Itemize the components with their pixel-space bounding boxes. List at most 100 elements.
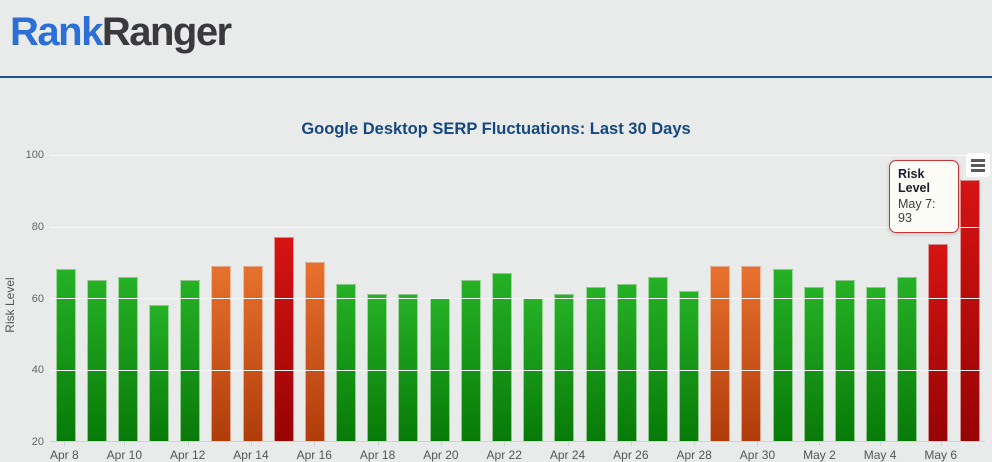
x-slot: Apr 18 [360, 442, 395, 462]
x-slot [712, 443, 740, 462]
risk-bar-apr-15[interactable] [273, 237, 294, 441]
risk-bar-apr-22[interactable] [491, 272, 512, 441]
x-slot: Apr 20 [423, 442, 459, 462]
bar-slot [829, 155, 860, 441]
x-slot: Apr 24 [550, 442, 585, 462]
x-slot: Apr 16 [296, 442, 332, 462]
bar-slot [50, 155, 81, 441]
bar-slot [299, 155, 330, 441]
x-axis-tick [757, 442, 759, 446]
bar-slot [81, 155, 112, 441]
x-slot: Apr 10 [106, 442, 142, 462]
x-slot: Apr 22 [487, 442, 522, 462]
x-axis-tick [819, 442, 821, 446]
x-tick-label: May 4 [863, 448, 897, 462]
x-axis-tick [64, 442, 66, 446]
risk-bar-apr-10[interactable] [117, 276, 138, 441]
risk-bar-apr-19[interactable] [398, 294, 419, 441]
risk-bar-apr-13[interactable] [211, 265, 232, 441]
x-slot: May 4 [863, 442, 897, 462]
x-slot [585, 443, 613, 462]
risk-bar-apr-24[interactable] [554, 294, 575, 441]
risk-bar-may-2[interactable] [803, 287, 824, 441]
y-tick-label: 20 [31, 436, 44, 448]
risk-bar-may-1[interactable] [772, 269, 793, 441]
risk-bar-apr-12[interactable] [180, 280, 201, 441]
gridline [50, 369, 985, 371]
x-slot [896, 443, 924, 462]
rankranger-logo[interactable]: RankRanger [10, 10, 232, 54]
x-axis-tick [440, 442, 442, 446]
bar-slot [393, 155, 424, 441]
risk-bar-may-7[interactable] [959, 180, 980, 441]
risk-bar-apr-9[interactable] [86, 280, 107, 441]
risk-bar-apr-8[interactable] [55, 269, 76, 441]
bar-slot [611, 155, 642, 441]
risk-bar-may-4[interactable] [866, 287, 887, 441]
x-slot [522, 443, 550, 462]
x-tick-label: Apr 30 [739, 448, 776, 462]
bar-slot [206, 155, 237, 441]
risk-bar-apr-21[interactable] [460, 280, 481, 441]
bar-slot [892, 155, 923, 441]
x-slot [269, 443, 297, 462]
risk-bar-apr-17[interactable] [336, 283, 357, 441]
risk-bar-apr-26[interactable] [616, 283, 637, 441]
bar-slot [486, 155, 517, 441]
x-slot: Apr 28 [676, 442, 712, 462]
y-axis-tick-labels: 100 80 60 40 20 [0, 149, 44, 448]
risk-bar-may-3[interactable] [834, 280, 855, 441]
app-header: RankRanger [0, 0, 992, 78]
bar-slot [144, 155, 175, 441]
bar-slot [549, 155, 580, 441]
x-tick-label: Apr 26 [613, 448, 649, 462]
x-axis-tick [314, 442, 316, 446]
risk-bar-apr-29[interactable] [710, 265, 731, 441]
bar-slot [923, 155, 954, 441]
risk-bar-apr-28[interactable] [679, 290, 700, 441]
x-slot [649, 443, 677, 462]
x-slot [205, 443, 233, 462]
x-axis-tick [940, 442, 942, 446]
bar-slot [798, 155, 829, 441]
risk-bar-apr-11[interactable] [149, 305, 170, 441]
risk-bar-apr-27[interactable] [647, 276, 668, 441]
x-tick-label: Apr 12 [169, 448, 206, 462]
x-axis-tick [694, 442, 696, 446]
x-axis-tick [250, 442, 252, 446]
x-slot: Apr 26 [613, 442, 649, 462]
bar-slot [642, 155, 673, 441]
x-slot [775, 443, 803, 462]
x-slot [142, 443, 170, 462]
logo-text-ranger: Ranger [101, 10, 232, 54]
bar-slot [112, 155, 143, 441]
risk-bar-apr-30[interactable] [741, 265, 762, 441]
logo-text-rank: Rank [10, 10, 103, 54]
y-tick-label: 60 [31, 292, 44, 305]
x-tick-label: Apr 28 [676, 448, 712, 462]
bar-slot [673, 155, 704, 441]
risk-bar-may-5[interactable] [897, 276, 918, 441]
risk-bar-apr-16[interactable] [304, 262, 325, 441]
x-slot: May 2 [803, 442, 836, 462]
x-slot [957, 443, 985, 462]
x-axis-tick [880, 442, 882, 446]
x-tick-label: Apr 8 [50, 448, 79, 462]
chart-title: Google Desktop SERP Fluctuations: Last 3… [301, 120, 691, 138]
risk-bar-may-6[interactable] [928, 244, 949, 441]
risk-bar-apr-18[interactable] [367, 294, 388, 441]
x-axis-tick [377, 442, 379, 446]
y-tick-label: 100 [25, 149, 44, 161]
bar-slot [860, 155, 891, 441]
bar-slot [331, 155, 362, 441]
bar-slot [954, 155, 985, 441]
tooltip-series-name: Risk Level [898, 167, 930, 195]
gridline [50, 155, 985, 156]
x-tick-label: Apr 16 [296, 448, 332, 462]
bar-slot [237, 155, 268, 441]
risk-bar-apr-25[interactable] [585, 287, 606, 441]
chart-export-menu-button[interactable] [966, 153, 990, 177]
bar-slot [362, 155, 393, 441]
risk-bar-apr-14[interactable] [242, 265, 263, 441]
x-tick-label: Apr 10 [106, 448, 142, 462]
